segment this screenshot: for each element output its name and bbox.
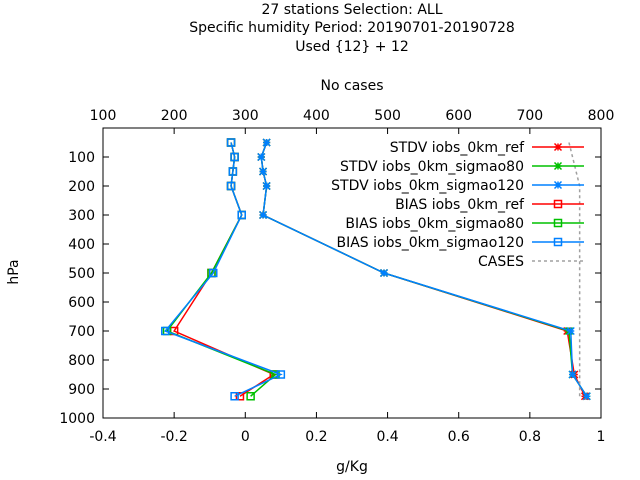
x2-tick-label: 400 — [303, 108, 330, 124]
y-tick-label: 1000 — [59, 411, 95, 427]
series-line — [173, 142, 276, 397]
legend-marker — [553, 161, 563, 171]
series-5 — [161, 138, 286, 401]
data-point — [262, 181, 271, 191]
y-tick-label: 200 — [68, 179, 95, 195]
legend-label: STDV iobs_0km_ref — [390, 140, 525, 156]
data-point — [230, 152, 239, 162]
x-tick-label: 1 — [597, 429, 606, 445]
series-layer — [161, 138, 591, 401]
x2-tick-label: 700 — [516, 108, 543, 124]
legend-marker — [553, 142, 563, 152]
legend-label: STDV iobs_0km_sigmao80 — [340, 159, 524, 175]
x2-tick-label: 800 — [588, 108, 615, 124]
y-axis-label: hPa — [6, 259, 22, 284]
x-axis-label: g/Kg — [336, 459, 368, 475]
data-point — [566, 326, 575, 336]
x-tick-label: 0.2 — [305, 429, 327, 445]
series-4 — [162, 138, 280, 401]
data-point — [235, 392, 245, 401]
legend-label: BIAS iobs_0km_sigmao120 — [336, 235, 524, 251]
series-line — [568, 142, 581, 397]
data-point — [582, 392, 591, 401]
data-point — [379, 268, 389, 278]
data-point — [209, 268, 218, 278]
y-tick-label: 300 — [68, 208, 95, 224]
y-tick-label: 800 — [68, 353, 95, 369]
series-3 — [169, 138, 278, 401]
data-point — [161, 326, 170, 336]
data-point — [568, 370, 577, 379]
series-line — [165, 142, 277, 397]
y-tick-label: 600 — [68, 295, 95, 311]
y-tick-label: 900 — [68, 382, 95, 398]
y-tick-label: 400 — [68, 237, 95, 253]
legend: STDV iobs_0km_ref STDV iobs_0km_sigmao80 S… — [331, 140, 584, 270]
legend-label: STDV iobs_0km_sigmao120 — [331, 178, 524, 194]
x2-axis-label: No cases — [321, 78, 384, 94]
data-point — [257, 152, 266, 162]
legend-label: CASES — [478, 254, 524, 270]
y-tick-label: 500 — [68, 266, 95, 282]
plot-frame — [102, 127, 602, 419]
title-line-1: 27 stations Selection: ALL — [261, 2, 442, 18]
x-tick-label: -0.2 — [160, 429, 187, 445]
data-point — [228, 167, 238, 176]
y-tick-label: 100 — [68, 150, 95, 166]
legend-marker — [553, 218, 563, 228]
x2-tick-label: 100 — [90, 108, 117, 124]
data-point — [246, 392, 255, 401]
x-tick-label: 0.4 — [376, 429, 398, 445]
x-tick-label: -0.4 — [89, 429, 116, 445]
y-tick-label: 700 — [68, 324, 95, 340]
x-tick-label: 0.8 — [519, 429, 541, 445]
data-point — [259, 210, 268, 220]
x-tick-label: 0.6 — [448, 429, 470, 445]
x2-tick-label: 600 — [445, 108, 472, 124]
series-line — [164, 142, 283, 397]
chart-title: 27 stations Selection: ALL Specific humi… — [189, 2, 515, 55]
data-point — [237, 210, 246, 220]
data-point — [226, 181, 236, 191]
data-point — [276, 370, 286, 379]
legend-marker — [553, 180, 563, 190]
legend-marker — [553, 237, 563, 247]
data-point — [226, 138, 236, 147]
x2-tick-label: 300 — [232, 108, 259, 124]
x2-tick-label: 500 — [374, 108, 401, 124]
title-line-3: Used {12} + 12 — [295, 39, 409, 55]
title-line-2: Specific humidity Period: 20190701-20190… — [189, 20, 515, 36]
legend-label: BIAS iobs_0km_sigmao80 — [345, 216, 524, 232]
x-tick-label: 0 — [241, 429, 250, 445]
data-point — [262, 138, 271, 147]
axis-ticks: -0.4 -0.2 0 0.2 0.4 0.6 0.8 1 100 200 300 400 500 600… — [59, 108, 614, 445]
x2-tick-label: 200 — [161, 108, 188, 124]
data-point — [259, 167, 268, 176]
legend-label: BIAS iobs_0km_ref — [395, 197, 525, 213]
series-6 — [568, 142, 581, 397]
data-point — [230, 392, 239, 401]
series-2 — [257, 138, 591, 401]
legend-marker — [553, 199, 563, 209]
